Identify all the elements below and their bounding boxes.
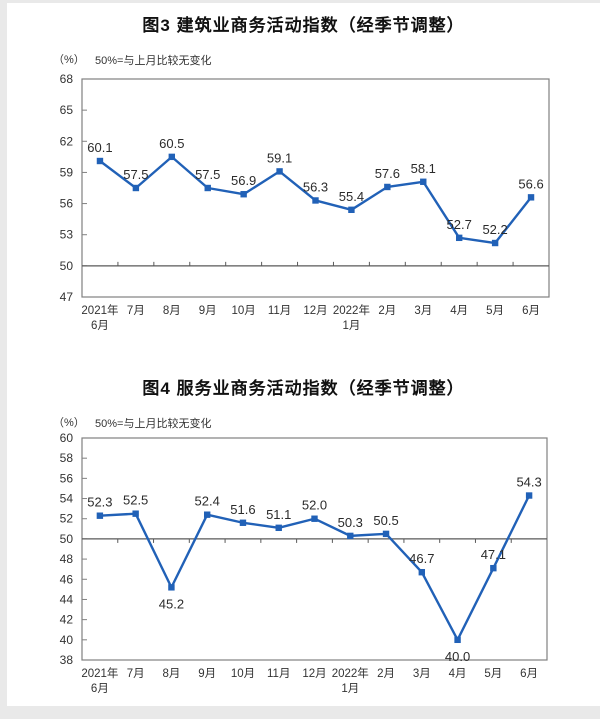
svg-text:56.3: 56.3 bbox=[303, 179, 328, 194]
services-chart-note-row: （%） 50%=与上月比较无变化 bbox=[7, 414, 600, 430]
svg-text:52: 52 bbox=[60, 512, 74, 526]
svg-text:12月: 12月 bbox=[303, 305, 327, 317]
svg-text:52.4: 52.4 bbox=[195, 494, 220, 509]
svg-text:2月: 2月 bbox=[378, 305, 396, 317]
svg-text:46.7: 46.7 bbox=[409, 551, 434, 566]
page-panel: 图3 建筑业商务活动指数（经季节调整） （%） 50%=与上月比较无变化 47 5… bbox=[7, 3, 600, 706]
svg-text:11月: 11月 bbox=[268, 305, 291, 317]
services-pmi-line-chart: 38 40 42 44 46 48 50 52 54 56 58 60 52.3 52.5 45.2 52.4… bbox=[60, 431, 548, 695]
svg-text:7月: 7月 bbox=[127, 668, 145, 680]
svg-text:2022年: 2022年 bbox=[332, 666, 369, 680]
svg-text:59: 59 bbox=[60, 165, 74, 179]
svg-text:50.3: 50.3 bbox=[338, 515, 363, 530]
construction-chart-title: 图3 建筑业商务活动指数（经季节调整） bbox=[142, 16, 465, 35]
svg-text:6月: 6月 bbox=[522, 305, 540, 317]
svg-text:9月: 9月 bbox=[198, 668, 216, 680]
svg-text:52.5: 52.5 bbox=[123, 493, 148, 508]
svg-text:60.5: 60.5 bbox=[159, 136, 184, 151]
svg-text:9月: 9月 bbox=[199, 305, 217, 317]
svg-text:50.5: 50.5 bbox=[373, 513, 398, 528]
svg-text:6月: 6月 bbox=[91, 320, 109, 332]
svg-text:46: 46 bbox=[60, 572, 74, 586]
svg-text:55.4: 55.4 bbox=[339, 189, 364, 204]
svg-text:58: 58 bbox=[60, 451, 74, 465]
svg-text:56.6: 56.6 bbox=[518, 176, 543, 191]
svg-text:50: 50 bbox=[60, 259, 74, 273]
svg-text:56.9: 56.9 bbox=[231, 173, 256, 188]
svg-text:42: 42 bbox=[60, 613, 74, 627]
svg-text:57.5: 57.5 bbox=[195, 167, 220, 182]
construction-pmi-line-chart: 47 50 53 56 59 62 65 68 60.1 57.5 60.5 57.5 56.9 59.1… bbox=[60, 72, 550, 332]
svg-text:2月: 2月 bbox=[377, 668, 395, 680]
svg-text:11月: 11月 bbox=[267, 668, 290, 680]
svg-text:5月: 5月 bbox=[484, 668, 502, 680]
svg-text:8月: 8月 bbox=[163, 305, 181, 317]
svg-text:4月: 4月 bbox=[449, 668, 467, 680]
services-yaxis-unit-label: （%） bbox=[53, 417, 85, 429]
svg-text:60.1: 60.1 bbox=[87, 140, 112, 155]
svg-text:1月: 1月 bbox=[342, 320, 360, 332]
construction-chart-note: 50%=与上月比较无变化 bbox=[95, 55, 212, 67]
svg-text:10月: 10月 bbox=[232, 305, 256, 317]
svg-text:47.1: 47.1 bbox=[481, 547, 506, 562]
svg-text:48: 48 bbox=[60, 552, 74, 566]
construction-chart-note-row: （%） 50%=与上月比较无变化 bbox=[7, 51, 600, 67]
svg-text:2022年: 2022年 bbox=[333, 303, 370, 317]
svg-text:50: 50 bbox=[60, 532, 74, 546]
svg-text:58.1: 58.1 bbox=[411, 161, 436, 176]
svg-text:53: 53 bbox=[60, 228, 74, 242]
construction-yaxis-unit-label: （%） bbox=[53, 54, 85, 66]
svg-text:54: 54 bbox=[60, 492, 74, 506]
svg-text:51.6: 51.6 bbox=[230, 502, 255, 517]
services-pmi-chart-block: 图4 服务业商务活动指数（经季节调整） （%） 50%=与上月比较无变化 38 4… bbox=[7, 374, 600, 698]
svg-text:45.2: 45.2 bbox=[159, 596, 184, 611]
svg-text:57.5: 57.5 bbox=[123, 167, 148, 182]
svg-text:10月: 10月 bbox=[231, 668, 255, 680]
svg-text:62: 62 bbox=[60, 134, 74, 148]
svg-text:4月: 4月 bbox=[450, 305, 468, 317]
svg-text:7月: 7月 bbox=[127, 305, 145, 317]
svg-text:54.3: 54.3 bbox=[516, 475, 541, 490]
svg-text:2021年: 2021年 bbox=[81, 666, 118, 680]
svg-text:52.0: 52.0 bbox=[302, 498, 327, 513]
svg-text:2021年: 2021年 bbox=[81, 303, 118, 317]
svg-text:52.3: 52.3 bbox=[87, 495, 112, 510]
svg-text:47: 47 bbox=[60, 290, 74, 304]
svg-text:6月: 6月 bbox=[520, 668, 538, 680]
svg-text:6月: 6月 bbox=[91, 683, 109, 695]
svg-text:1月: 1月 bbox=[341, 683, 359, 695]
svg-text:57.6: 57.6 bbox=[375, 166, 400, 181]
svg-text:68: 68 bbox=[60, 72, 74, 86]
services-chart-title: 图4 服务业商务活动指数（经季节调整） bbox=[142, 379, 465, 398]
svg-text:40: 40 bbox=[60, 633, 74, 647]
svg-text:60: 60 bbox=[60, 431, 74, 445]
svg-text:56: 56 bbox=[60, 197, 74, 211]
svg-text:44: 44 bbox=[60, 592, 74, 606]
svg-text:3月: 3月 bbox=[414, 305, 432, 317]
svg-text:3月: 3月 bbox=[413, 668, 431, 680]
svg-text:12月: 12月 bbox=[302, 668, 326, 680]
svg-text:5月: 5月 bbox=[486, 305, 504, 317]
svg-text:65: 65 bbox=[60, 103, 74, 117]
svg-text:56: 56 bbox=[60, 471, 74, 485]
svg-text:40.0: 40.0 bbox=[445, 649, 470, 664]
svg-text:59.1: 59.1 bbox=[267, 150, 292, 165]
services-chart-note: 50%=与上月比较无变化 bbox=[95, 418, 212, 430]
svg-text:52.7: 52.7 bbox=[447, 217, 472, 232]
svg-text:8月: 8月 bbox=[162, 668, 180, 680]
construction-pmi-chart-block: 图3 建筑业商务活动指数（经季节调整） （%） 50%=与上月比较无变化 47 5… bbox=[7, 11, 600, 332]
svg-text:38: 38 bbox=[60, 653, 74, 667]
svg-text:51.1: 51.1 bbox=[266, 507, 291, 522]
svg-text:52.2: 52.2 bbox=[482, 222, 507, 237]
